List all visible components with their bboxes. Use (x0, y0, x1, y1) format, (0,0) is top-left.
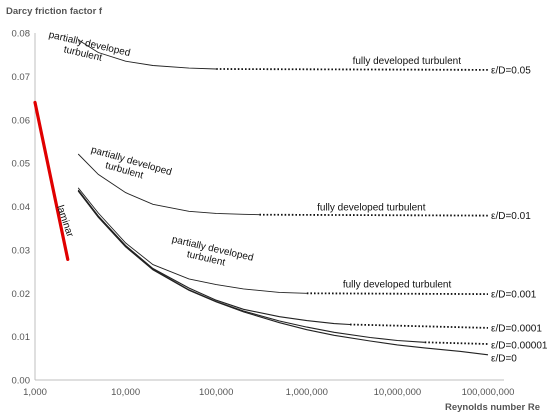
x-tick-label: 100,000,000 (462, 387, 515, 398)
series-label: ε/D=0.05 (491, 65, 531, 76)
x-tick-label: 1,000 (23, 387, 47, 398)
series-line (77, 190, 425, 343)
series-label: ε/D=0.00001 (491, 340, 548, 351)
y-tick-label: 0.07 (12, 72, 31, 83)
x-tick-label: 10,000 (111, 387, 140, 398)
annotation-text: fully developed turbulent (353, 56, 462, 67)
series-label: ε/D=0 (491, 353, 517, 364)
series-line (77, 187, 307, 294)
annotation-text: fully developed turbulent (317, 202, 426, 213)
series-label: ε/D=0.01 (491, 211, 531, 222)
series-line-fully-developed (306, 292, 489, 295)
axes (34, 33, 504, 381)
annotation-fdt-001: fully developed turbulent (317, 202, 426, 213)
laminar-label: laminar (54, 204, 75, 239)
series-line-fully-developed (349, 323, 489, 329)
annotation-fdt-0001: fully developed turbulent (343, 280, 452, 291)
series-label: ε/D=0.001 (491, 290, 537, 301)
laminar-series-line (33, 100, 70, 262)
y-tick-label: 0.01 (12, 332, 31, 343)
laminar-line: laminar (33, 100, 75, 262)
y-tick-label: 0.00 (12, 376, 31, 387)
curve-labels: ε/D=0.05 ε/D=0.01 ε/D=0.001 ε/D=0.0001 ε/D=0… (491, 65, 548, 364)
series-line-fully-developed (216, 68, 489, 71)
series-label: ε/D=0.0001 (491, 323, 542, 334)
y-tick-label: 0.02 (12, 289, 31, 300)
annotation-text: fully developed turbulent (343, 280, 452, 291)
curves (77, 39, 489, 356)
y-tick-label: 0.04 (12, 202, 31, 213)
x-tick-label: 100,000 (199, 387, 233, 398)
y-tick-label: 0.03 (12, 245, 31, 256)
series-line-fully-developed (259, 213, 489, 217)
tick-labels: 0.00 0.01 0.02 0.03 0.04 0.05 0.06 0.07 0.08 1,00… (12, 29, 515, 399)
series-line (77, 153, 260, 216)
y-tick-label: 0.08 (12, 29, 31, 40)
annotation-fdt-005: fully developed turbulent (353, 56, 462, 67)
series-line (77, 189, 351, 326)
y-tick-label: 0.06 (12, 115, 31, 126)
y-tick-label: 0.05 (12, 159, 31, 170)
y-axis-title: Darcy friction factor f (6, 6, 103, 17)
series-line (77, 39, 217, 70)
series-line (77, 190, 489, 356)
x-axis-title: Reynolds number Re (445, 402, 540, 413)
x-tick-label: 1,000,000 (286, 387, 328, 398)
x-tick-label: 10,000,000 (374, 387, 422, 398)
series-line-fully-developed (424, 341, 489, 345)
